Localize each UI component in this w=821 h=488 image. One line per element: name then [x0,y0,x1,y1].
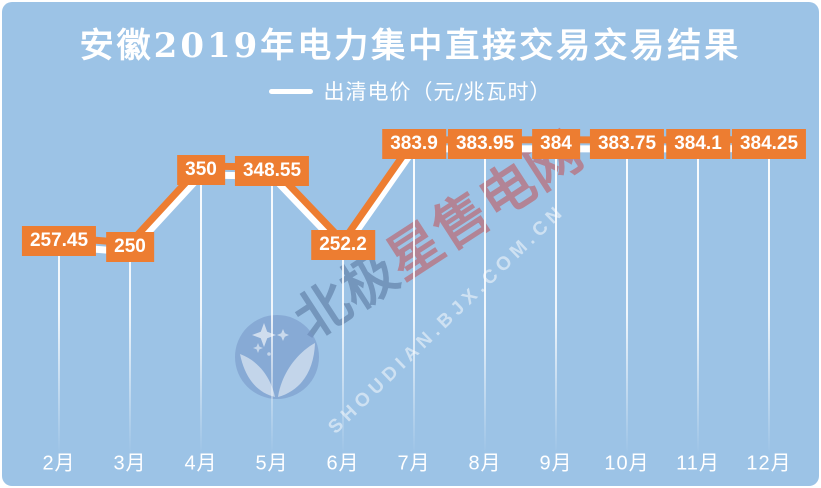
chart-title: 安徽2019年电力集中直接交易交易结果 [79,26,742,66]
legend-label: 出清电价（元/兆瓦时） [323,80,552,104]
legend-line-marker-icon [269,88,314,94]
legend: 出清电价（元/兆瓦时） [2,78,819,104]
bjx-polaris-logo-icon [235,315,319,399]
